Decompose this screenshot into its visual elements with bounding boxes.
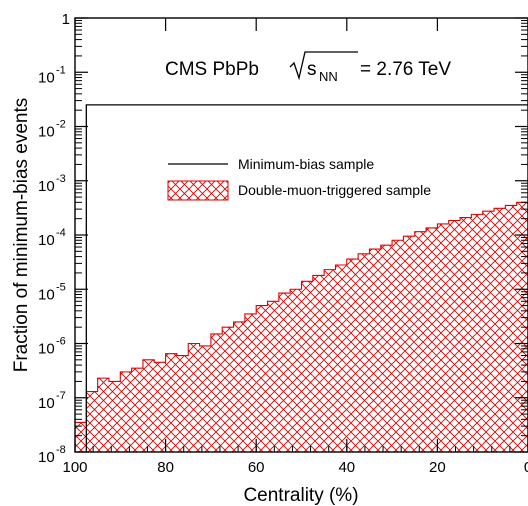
y-tick-exponent: -8 xyxy=(56,444,66,456)
legend-hatch-swatch xyxy=(167,180,229,201)
histogram-bar xyxy=(482,211,495,452)
y-tick-exponent: -2 xyxy=(56,119,66,131)
histogram-bar xyxy=(448,220,461,452)
y-tick-exponent: -3 xyxy=(56,173,66,185)
double-muon-histogram xyxy=(75,201,528,452)
histogram-bar xyxy=(471,214,483,452)
y-tick-base: 10 xyxy=(38,69,55,86)
histogram-bar xyxy=(494,208,506,452)
y-tick-exponent: -6 xyxy=(56,336,66,348)
histogram-outline xyxy=(75,201,528,452)
histogram-bar xyxy=(278,293,291,452)
x-tick-label: 20 xyxy=(429,459,446,476)
histogram-bar xyxy=(131,368,143,452)
y-tick-label: 10 -5 xyxy=(38,281,66,303)
histogram-bar xyxy=(380,245,393,452)
legend-label-minimum-bias: Minimum-bias sample xyxy=(238,156,374,172)
annotation-sqrt-base: s xyxy=(307,59,317,80)
histogram-bar xyxy=(108,381,121,452)
histogram-bar xyxy=(165,353,177,452)
y-tick-base: 10 xyxy=(38,124,55,141)
sqrt-symbol xyxy=(289,51,358,81)
y-tick-exponent: -1 xyxy=(56,64,66,76)
histogram-bar xyxy=(403,236,415,452)
histogram-bar xyxy=(437,223,449,452)
x-tick-label: 60 xyxy=(248,459,265,476)
histogram-bar xyxy=(460,217,472,452)
x-tick-label: 80 xyxy=(157,459,174,476)
y-tick-exponent: -5 xyxy=(56,281,66,293)
histogram-bar xyxy=(188,343,200,452)
histogram-bar xyxy=(233,321,245,452)
y-tick-base: 10 xyxy=(38,232,55,249)
y-tick-label: 10 -8 xyxy=(38,444,66,466)
x-tick-label: 100 xyxy=(62,459,87,476)
legend-label-double-muon: Double-muon-triggered sample xyxy=(238,182,431,198)
y-tick-label: 10 -3 xyxy=(38,173,66,195)
histogram-bar xyxy=(335,264,347,452)
histogram-bar xyxy=(142,359,155,452)
histogram-bar xyxy=(75,422,87,452)
y-tick-base: 10 xyxy=(38,395,55,412)
histogram-bar xyxy=(358,253,370,452)
y-tick-base: 10 xyxy=(38,449,55,466)
y-tick-label: 10 -2 xyxy=(38,119,66,141)
histogram-bar xyxy=(312,275,325,452)
histogram-bar xyxy=(301,281,313,452)
histogram-bar xyxy=(97,378,109,452)
y-tick-labels: 10 -810 -710 -610 -510 -410 -310 -210 -11 xyxy=(38,11,70,466)
legend: Minimum-bias sample Double-muon-triggere… xyxy=(167,156,431,201)
x-tick-label: 40 xyxy=(338,459,355,476)
histogram-bar xyxy=(86,391,98,452)
histogram-bar xyxy=(210,333,223,452)
histogram-bar xyxy=(392,240,404,452)
y-tick-label: 10 -6 xyxy=(38,336,66,358)
histogram-bar xyxy=(222,327,234,452)
histogram-bar xyxy=(346,259,359,452)
histogram-bar xyxy=(267,301,279,452)
annotation-sqrt-sub: NN xyxy=(319,69,338,84)
axis-ticks xyxy=(74,17,528,453)
histogram-bar xyxy=(120,371,132,452)
minimum-bias-histogram xyxy=(85,104,528,452)
y-tick-base: 10 xyxy=(38,178,55,195)
minimum-bias-line xyxy=(85,104,528,452)
x-tick-label: 0 xyxy=(524,459,528,476)
histogram-bar xyxy=(256,305,268,452)
histogram-bar xyxy=(414,231,427,452)
histogram-bar xyxy=(199,345,211,452)
y-axis-title: Fraction of minimum-bias events xyxy=(11,98,32,373)
histogram-bar xyxy=(290,289,302,452)
histogram-bar xyxy=(505,205,517,452)
x-axis-title: Centrality (%) xyxy=(243,485,358,506)
y-tick-label: 10 -1 xyxy=(38,64,66,86)
histogram-bar xyxy=(324,269,336,452)
y-tick-exponent: -4 xyxy=(56,227,66,239)
histogram-bar xyxy=(244,313,257,452)
histogram-bar xyxy=(426,227,438,452)
y-tick-base: 1 xyxy=(62,11,70,28)
y-tick-base: 10 xyxy=(38,286,55,303)
annotation-prefix: CMS PbPb xyxy=(165,59,259,80)
cms-annotation: CMS PbPb s NN = 2.76 TeV xyxy=(165,51,451,84)
x-tick-labels: 100 80 60 40 20 0 xyxy=(62,459,528,476)
y-tick-exponent: -7 xyxy=(56,390,66,402)
histogram-bar xyxy=(176,355,189,452)
histogram-bar xyxy=(154,362,166,452)
y-tick-label: 1 xyxy=(62,11,70,28)
histogram-bar xyxy=(369,249,381,452)
annotation-suffix: = 2.76 TeV xyxy=(360,59,451,80)
y-tick-label: 10 -7 xyxy=(38,390,66,412)
y-tick-base: 10 xyxy=(38,341,55,358)
y-tick-label: 10 -4 xyxy=(38,227,66,249)
